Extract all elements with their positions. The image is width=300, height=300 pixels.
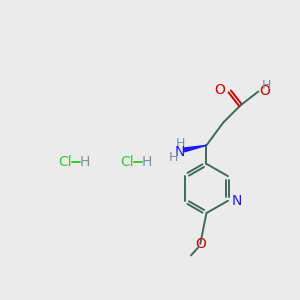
Text: O: O (214, 83, 225, 97)
Text: H: H (142, 154, 152, 169)
Text: O: O (195, 237, 206, 251)
Text: H: H (80, 154, 90, 169)
Text: Cl: Cl (58, 154, 71, 169)
Text: N: N (175, 145, 185, 158)
Text: N: N (232, 194, 242, 208)
Text: H: H (262, 79, 272, 92)
Text: H: H (176, 137, 185, 150)
Text: H: H (168, 151, 178, 164)
Text: O: O (259, 84, 270, 98)
Text: Cl: Cl (120, 154, 134, 169)
Polygon shape (184, 145, 206, 152)
